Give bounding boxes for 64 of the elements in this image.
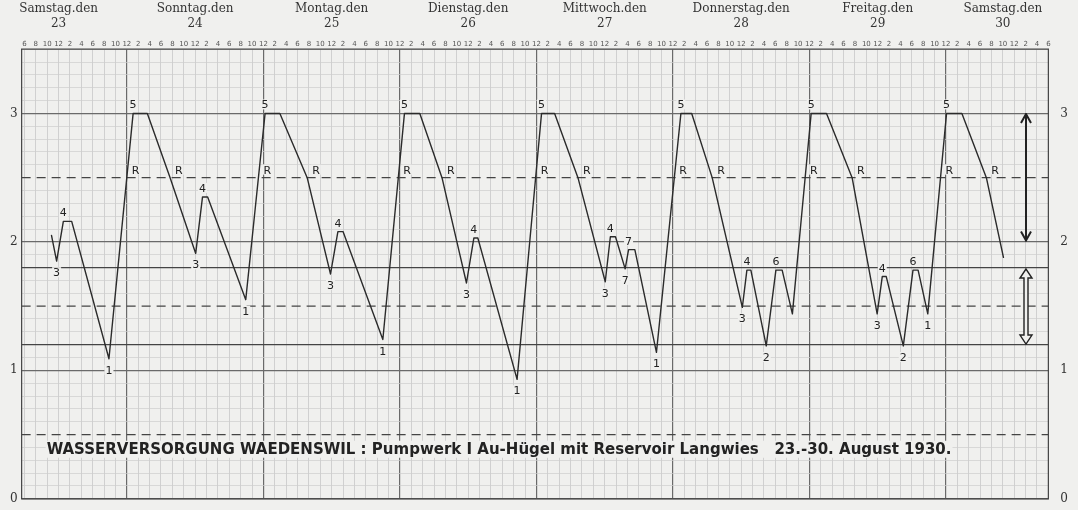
- y2-tick-label: 1: [1060, 362, 1069, 377]
- annotation: 2: [762, 350, 770, 364]
- annotation: 5: [677, 98, 685, 112]
- annotation: 1: [379, 344, 387, 358]
- y2-tick-label: 0: [1060, 490, 1069, 505]
- x2-tick-label: Sonntag.den 24: [156, 1, 234, 30]
- y-tick-label: 1: [9, 362, 18, 377]
- y2-tick-label: 2: [1060, 234, 1069, 249]
- annotation: 6: [772, 255, 780, 269]
- x2-tick-label: Dienstag.den 26: [427, 1, 509, 30]
- annotation: R: [131, 163, 140, 177]
- annotation: 5: [943, 98, 951, 112]
- annotation: 3: [738, 312, 746, 326]
- x2-tick-label: Montag.den 25: [295, 1, 369, 30]
- annotation: R: [263, 163, 272, 177]
- annotation: R: [175, 163, 184, 177]
- annotation: WASSERVERSORGUNG WAEDENSWIL : Pumpwerk I Au-Hügel mit Reservoir Langwies 23.-30. August 1930.: [46, 439, 952, 458]
- annotation: R: [403, 163, 412, 177]
- annotation: 4: [470, 223, 478, 237]
- annotation: R: [447, 163, 455, 177]
- x2-tick-label: Donnerstag.den 28: [692, 1, 791, 30]
- annotation: 5: [400, 98, 408, 112]
- x2-tick-label: Samstag.den 30: [963, 1, 1043, 30]
- annotation: 4: [59, 206, 67, 220]
- annotation: 4: [199, 181, 207, 195]
- annotation: 1: [105, 363, 113, 377]
- y-tick-label: 3: [9, 105, 18, 120]
- annotation: 1: [242, 304, 250, 318]
- annotation: 4: [743, 255, 751, 269]
- annotation: 3: [192, 258, 200, 272]
- annotation: R: [810, 163, 819, 177]
- annotation: 3: [462, 287, 470, 301]
- annotation: R: [679, 163, 688, 177]
- annotation: 5: [538, 98, 546, 112]
- x2-tick-label: Freitag.den 29: [842, 1, 914, 30]
- annotation: 1: [924, 318, 932, 332]
- y2-tick-label: 3: [1060, 105, 1069, 120]
- annotation: 7: [625, 234, 633, 248]
- x2-tick-label: Samstag.den 23: [19, 1, 99, 30]
- annotation: 2: [899, 350, 907, 364]
- annotation: 5: [807, 98, 815, 112]
- annotation: R: [717, 163, 726, 177]
- annotation: 3: [327, 279, 335, 292]
- annotation: R: [945, 163, 954, 177]
- annotation: R: [991, 163, 1000, 177]
- annotation: 4: [878, 261, 886, 275]
- annotation: 6: [909, 255, 917, 269]
- annotation: 5: [129, 98, 137, 112]
- annotation: 3: [873, 318, 881, 332]
- y-tick-label: 0: [9, 490, 18, 505]
- annotation: 1: [652, 357, 660, 371]
- annotation: R: [540, 163, 549, 177]
- annotation: 3: [53, 266, 61, 280]
- annotation: 5: [261, 98, 269, 112]
- annotation: 7: [621, 273, 629, 287]
- x2-tick-label: Mittwoch.den 27: [562, 1, 647, 30]
- annotation: 4: [606, 221, 614, 235]
- annotation: R: [582, 163, 591, 177]
- annotation: 1: [513, 384, 521, 398]
- annotation: R: [857, 163, 866, 177]
- annotation: R: [312, 163, 321, 177]
- annotation: 3: [601, 286, 609, 300]
- annotation: 4: [334, 216, 342, 230]
- y-tick-label: 2: [9, 234, 18, 249]
